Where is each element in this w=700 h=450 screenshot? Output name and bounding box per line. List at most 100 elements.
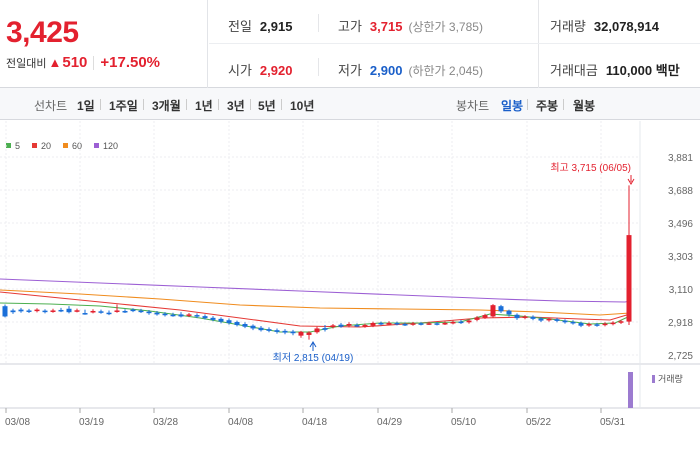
divider (209, 43, 700, 44)
candle-up (410, 323, 416, 325)
candle-down (154, 312, 160, 315)
candle-up (610, 322, 616, 325)
candle-chart-label: 봉차트 (456, 99, 490, 113)
candle-down (338, 324, 344, 327)
candle-down (538, 318, 544, 321)
change-row: 전일대비 ▲ 510 +17.50% (6, 54, 160, 71)
candle-up (298, 331, 304, 336)
x-tick-label: 04/18 (302, 417, 327, 428)
candle-down (578, 322, 584, 326)
divider (281, 99, 282, 110)
candle-down (322, 328, 328, 330)
candle-weekly[interactable]: 주봉 (536, 99, 559, 113)
candle-down (290, 331, 296, 334)
divider (538, 0, 539, 88)
price-grid (0, 121, 640, 364)
price-summary: 3,425 전일대비 ▲ 510 +17.50% (0, 0, 208, 88)
period-bar: 선차트 1일 1주일 3개월 1년 3년 5년 10년 봉차트 일봉 주봉 월봉 (0, 88, 700, 120)
volume-label: 거래량 (550, 19, 586, 34)
candle-down (42, 310, 48, 313)
y-tick-label: 3,110 (669, 285, 694, 296)
low-label: 저가 (338, 63, 362, 78)
divider (250, 99, 251, 110)
ma-line-60 (0, 289, 631, 316)
candle-up (74, 310, 80, 312)
legend-label-ma20: 20 (41, 141, 51, 151)
candle-down (226, 320, 232, 323)
candle-down (66, 308, 72, 313)
y-tick-label: 2,725 (668, 351, 693, 362)
candle-down (98, 311, 104, 313)
legend-label-ma120: 120 (103, 141, 118, 151)
candle-down (530, 316, 536, 319)
divider (143, 99, 144, 110)
candle-down (218, 318, 224, 322)
high-arrowhead-icon (627, 178, 635, 185)
period-3m[interactable]: 3개월 (152, 99, 181, 113)
candle-daily[interactable]: 일봉 (501, 99, 524, 113)
period-1d[interactable]: 1일 (77, 99, 95, 113)
quote-header: 3,425 전일대비 ▲ 510 +17.50% 전일 2,915 고가 3,715… (0, 0, 700, 88)
candle-down (210, 317, 216, 320)
candle-down (434, 323, 440, 325)
candle-up (330, 325, 336, 328)
line-chart-label: 선차트 (34, 99, 68, 113)
candle-up (602, 323, 608, 326)
candle-down (266, 329, 272, 331)
candle-down (162, 313, 168, 316)
candle-up (426, 323, 432, 325)
divider (563, 99, 564, 110)
volume-stat: 거래량 32,078,914 (550, 16, 659, 35)
candle-up (546, 318, 552, 321)
candle-down (2, 306, 8, 317)
candle-down (498, 306, 504, 312)
period-5y[interactable]: 5년 (258, 99, 276, 113)
x-tick-label: 04/08 (228, 417, 253, 428)
candle-down (10, 310, 16, 313)
candle-down (106, 312, 112, 315)
candle-up (34, 309, 40, 312)
candle-down (234, 321, 240, 326)
current-price: 3,425 (6, 16, 79, 49)
candle-down (122, 310, 128, 313)
candle-down (138, 310, 144, 313)
lower-limit: (하한가 2,045) (408, 64, 483, 78)
y-tick-label: 2,918 (668, 318, 693, 329)
volume-legend-swatch (652, 375, 655, 383)
x-tick-label: 03/28 (153, 417, 178, 428)
candle-up (450, 321, 456, 324)
candle-up (618, 321, 624, 323)
legend-item-ma60: 60 (63, 141, 82, 151)
candle-up (362, 325, 368, 327)
volume-value: 32,078,914 (593, 19, 659, 34)
period-3y[interactable]: 3년 (227, 99, 245, 113)
low-value: 2,900 (369, 63, 403, 78)
prev-close-value: 2,915 (259, 19, 293, 34)
x-tick-label: 05/22 (526, 417, 551, 428)
volume-bar (628, 372, 633, 408)
candle-down (594, 324, 600, 326)
amount-label: 거래대금 (550, 63, 598, 78)
up-arrow-icon: ▲ (48, 55, 62, 70)
price-chart: 5 20 60 120 3,881 3,688 3,496 3,303 3,110 2,9… (0, 121, 700, 428)
candle-up (370, 322, 376, 326)
candle-up (466, 320, 472, 323)
open-value: 2,920 (259, 63, 293, 78)
legend-swatch-ma60 (63, 143, 68, 148)
candle-monthly[interactable]: 월봉 (573, 99, 596, 113)
divider (100, 99, 101, 110)
period-10y[interactable]: 10년 (290, 99, 315, 113)
x-tick-label: 03/08 (5, 417, 30, 428)
period-1w[interactable]: 1주일 (109, 99, 138, 113)
amount-stat: 거래대금 110,000 백만 (550, 60, 680, 79)
candle-down (26, 310, 32, 312)
period-1y[interactable]: 1년 (195, 99, 213, 113)
x-tick-label: 05/31 (600, 417, 625, 428)
legend-item-ma5: 5 (6, 141, 20, 151)
candle-down (394, 322, 400, 325)
y-axis: 3,881 3,688 3,496 3,303 3,110 2,918 2,725 (668, 153, 693, 362)
candle-up (114, 310, 120, 312)
legend-item-ma20: 20 (32, 141, 51, 151)
candle-down (506, 310, 512, 315)
divider (93, 55, 95, 70)
